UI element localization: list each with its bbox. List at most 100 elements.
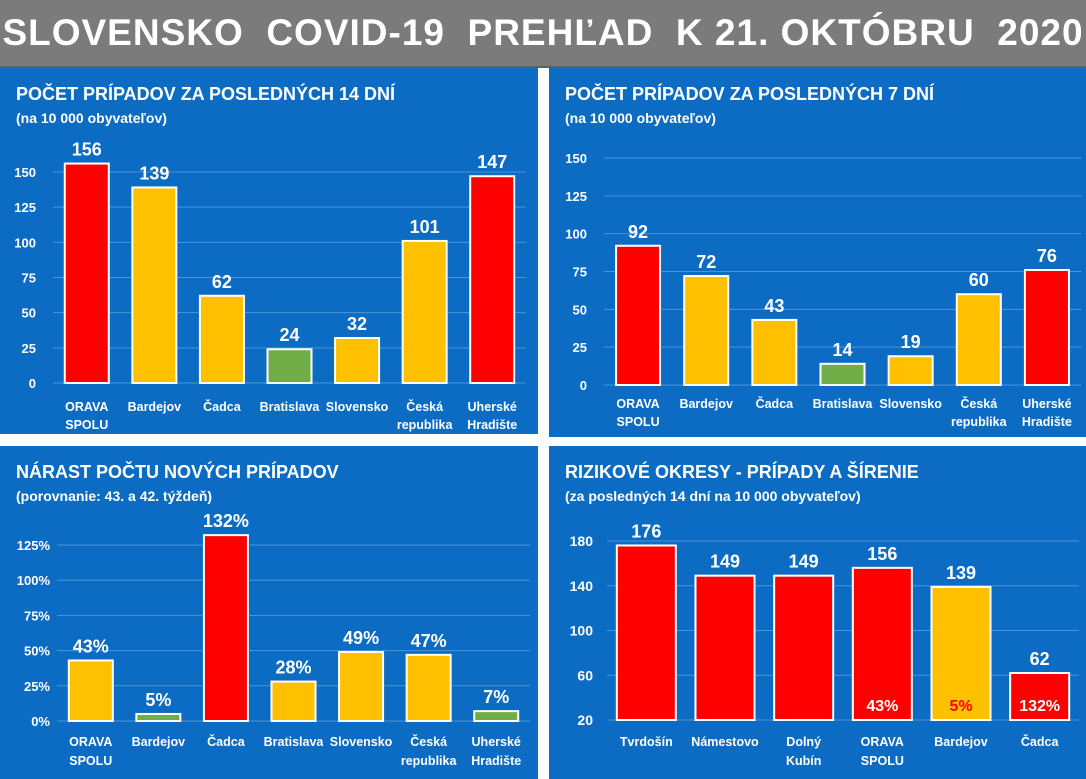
bar [773,574,835,721]
chart-panel-14-days: POČET PRÍPADOV ZA POSLEDNÝCH 14 DNÍ (na … [0,68,538,434]
y-tick-label: 0% [31,714,50,729]
y-tick-label: 50 [573,302,587,317]
y-tick-label: 125% [17,538,51,553]
y-tick-label: 60 [577,667,593,683]
category-label: Uherské [468,400,517,414]
bar [198,294,245,384]
category-label: Bardejov [132,735,186,749]
data-label: 139 [946,563,976,583]
category-label: Čadca [1021,734,1060,749]
data-label: 60 [969,270,989,290]
bar [694,574,756,721]
category-label: ORAVA [69,735,112,749]
category-label: Uherské [1022,397,1071,411]
bar [615,544,677,721]
y-tick-label: 100% [17,573,51,588]
category-label: Čadca [203,399,242,414]
chart-subtitle: (za posledných 14 dní na 10 000 obyvateľ… [565,488,861,504]
category-label: SPOLU [617,415,660,429]
data-label: 43% [73,636,109,656]
data-label: 62 [1030,649,1050,669]
y-tick-label: 50 [22,306,36,321]
inner-percent-label: 132% [1019,698,1060,715]
chart-subtitle: (na 10 000 obyvateľov) [565,110,716,126]
page-banner-title: SLOVENSKO COVID-19 PREHĽAD K 21. OKTÓBRU… [0,0,1086,68]
bar [1023,268,1070,386]
category-label: Bratislava [813,397,874,411]
category-label: ORAVA [65,400,108,414]
data-label: 72 [696,252,716,272]
data-label: 76 [1037,246,1057,266]
bar [615,244,662,386]
y-tick-label: 0 [29,376,36,391]
bar [469,175,516,384]
data-label: 5% [145,690,171,710]
bar [930,585,992,721]
category-label: republika [401,754,458,768]
inner-percent-label: 5% [949,698,972,715]
data-label: 132% [203,511,249,531]
y-tick-label: 100 [14,235,36,250]
category-label: Hradište [471,754,521,768]
category-label: Bardejov [128,400,182,414]
chart-subtitle: (porovnanie: 43. a 42. týždeň) [16,488,213,504]
category-label: Bardejov [934,735,988,749]
data-label: 32 [347,314,367,334]
bar [401,239,448,384]
y-tick-label: 25 [22,341,36,356]
inner-percent-label: 43% [866,698,898,715]
category-label: Česká [410,734,447,749]
bar [955,293,1002,386]
bar [338,651,385,722]
chart-title: POČET PRÍPADOV ZA POSLEDNÝCH 7 DNÍ [565,84,935,104]
y-tick-label: 125 [565,189,587,204]
category-label: ORAVA [616,397,659,411]
y-tick-label: 75 [22,271,36,286]
category-label: Čadca [207,734,246,749]
bar [266,348,313,384]
chart-growth-svg: 0% 25% 50% 75% 100% 125% 43% ORAVA SPOLU 5% Bardej… [17,511,530,768]
bar [135,712,182,722]
data-label: 139 [139,163,169,183]
bar [819,362,866,386]
data-label: 149 [789,552,819,572]
data-label: 156 [72,140,102,160]
data-label: 14 [832,340,852,360]
data-label: 149 [710,552,740,572]
bar [131,186,178,385]
category-label: Dolný [786,735,821,749]
data-label: 19 [901,332,921,352]
chart-title: RIZIKOVÉ OKRESY - PRÍPADY A ŠÍRENIE [565,462,919,482]
chart-panel-7-days: POČET PRÍPADOV ZA POSLEDNÝCH 7 DNÍ (na 1… [549,68,1086,437]
category-label: Tvrdošín [620,735,673,749]
y-tick-label: 75% [24,608,50,623]
category-label: Slovensko [879,397,942,411]
y-tick-label: 140 [570,578,594,594]
bar [63,162,110,384]
y-tick-label: 150 [565,151,587,166]
data-label: 49% [343,628,379,648]
category-label: Bratislava [260,400,321,414]
category-label: SPOLU [65,418,108,432]
bar [887,355,934,387]
bar [334,336,381,384]
chart-7-days-svg: 0 25 50 75 100 125 150 92 ORAVA SPOLU 72 Bardejov 43… [565,151,1081,429]
data-label: 24 [279,325,299,345]
category-label: Kubín [786,754,821,768]
data-label: 176 [631,521,661,541]
y-tick-label: 0 [580,378,587,393]
y-tick-label: 25% [24,679,50,694]
data-label: 28% [275,658,311,678]
bar [405,653,452,723]
y-tick-label: 150 [14,165,36,180]
y-tick-label: 75 [573,265,587,280]
category-label: Česká [406,399,443,414]
chart-panel-risk-districts: RIZIKOVÉ OKRESY - PRÍPADY A ŠÍRENIE (za … [549,446,1086,779]
data-label: 7% [483,687,509,707]
y-tick-label: 50% [24,644,50,659]
category-label: Čadca [756,396,795,411]
category-label: Bardejov [679,397,733,411]
category-label: SPOLU [69,754,112,768]
category-label: Slovensko [326,400,389,414]
y-tick-label: 125 [14,200,36,215]
